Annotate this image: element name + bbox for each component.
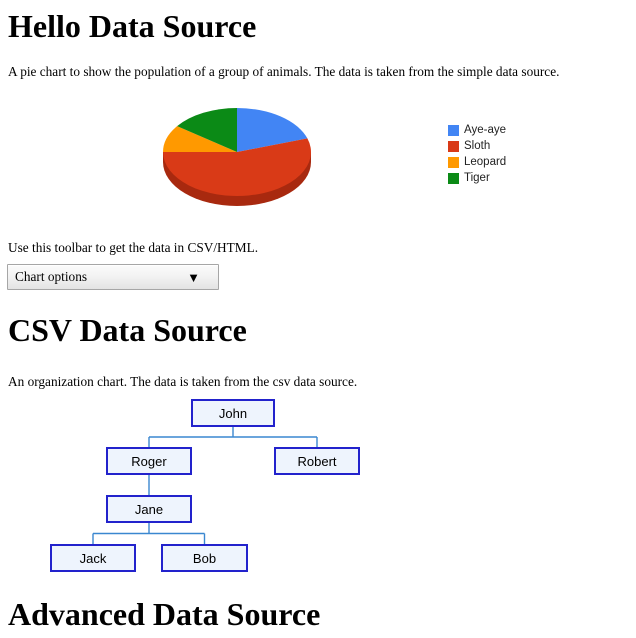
legend-item-tiger[interactable]: Tiger [448,170,568,186]
legend-swatch-icon [448,156,459,168]
legend-swatch-icon [448,172,459,184]
pie-slice-leopard[interactable] [163,126,237,152]
page-title-hello-data-source: Hello Data Source [8,8,257,44]
legend-label: Sloth [464,140,491,152]
page-title-csv-data-source: CSV Data Source [8,312,247,348]
description-hello-data-source: A pie chart to show the population of a … [8,64,560,79]
chart-options-dropdown[interactable]: Chart options ▼ [7,264,219,290]
chevron-down-icon: ▼ [187,269,200,285]
pie-chart-legend: Aye-aye Sloth Leopard Tiger [448,122,568,186]
description-csv-data-source: An organization chart. The data is taken… [8,374,358,389]
org-node-label: Bob [192,550,217,566]
pie-slice-aye-aye[interactable] [237,108,308,152]
pie-chart-graphic [155,104,315,208]
pie-slice-sloth[interactable] [163,138,311,196]
pie-slice-tiger[interactable] [177,108,237,152]
legend-label: Aye-aye [464,124,506,136]
legend-item-sloth[interactable]: Sloth [448,138,568,154]
org-node-john[interactable]: John [191,399,275,427]
org-node-robert[interactable]: Robert [274,447,360,475]
description-toolbar: Use this toolbar to get the data in CSV/… [8,240,259,255]
pie-chart-container: Aye-aye Sloth Leopard Tiger [8,96,568,216]
legend-swatch-icon [448,124,459,136]
org-chart-connectors [92,427,318,544]
pie-chart-svg [163,108,311,206]
org-node-label: John [218,405,248,421]
org-node-label: Robert [297,453,337,469]
legend-item-leopard[interactable]: Leopard [448,154,568,170]
org-node-bob[interactable]: Bob [161,544,248,572]
org-node-label: Jack [79,550,107,566]
organization-chart: John Roger Robert Jane Jack Bob [0,392,636,582]
page-title-advanced-data-source: Advanced Data Source [8,596,321,632]
org-node-label: Jane [134,501,164,517]
legend-swatch-icon [448,140,459,152]
legend-label: Leopard [464,156,507,168]
org-node-jane[interactable]: Jane [106,495,192,523]
org-node-label: Roger [131,453,167,469]
org-node-jack[interactable]: Jack [50,544,136,572]
legend-label: Tiger [464,172,490,184]
org-node-roger[interactable]: Roger [106,447,192,475]
pie-slice-group [163,108,311,196]
legend-item-aye-aye[interactable]: Aye-aye [448,122,568,138]
chart-options-label: Chart options [15,269,88,284]
